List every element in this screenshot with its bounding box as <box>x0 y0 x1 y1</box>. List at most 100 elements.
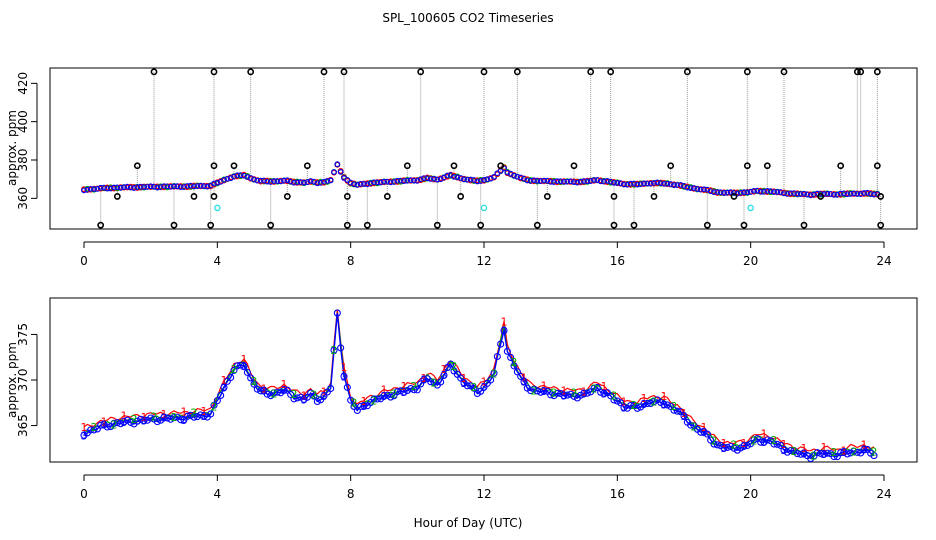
bottom-series-point <box>310 392 318 400</box>
top-series-point <box>634 181 641 188</box>
top-series-point <box>774 189 781 195</box>
bottom-series-point <box>197 411 205 419</box>
top-series-point <box>651 180 657 186</box>
top-series-point <box>464 176 471 183</box>
top-series-point <box>264 178 271 185</box>
bottom-series-marker-1: 1 <box>301 389 308 402</box>
bottom-series-marker-3: 3 <box>661 399 668 412</box>
bottom-y-tick-label: 375 <box>16 323 30 346</box>
top-series-point <box>597 178 604 185</box>
bottom-series-marker-1: 1 <box>141 411 148 424</box>
top-series-point <box>397 177 404 184</box>
top-spike-marker <box>450 162 458 170</box>
bottom-series-marker-3: 3 <box>141 415 148 428</box>
bottom-series-point <box>147 414 155 422</box>
top-spike-marker <box>817 193 825 200</box>
top-series-point <box>184 183 191 189</box>
bottom-series-point <box>687 421 695 429</box>
bottom-series-marker-3: 3 <box>281 384 288 397</box>
bottom-series-marker-3: 3 <box>621 401 628 414</box>
top-series-point <box>367 180 374 187</box>
bottom-series-point <box>290 395 298 403</box>
top-series-point <box>824 190 831 197</box>
top-series-point <box>671 182 677 188</box>
bottom-series-point <box>417 380 425 388</box>
bottom-series-marker-2: 2 <box>271 387 278 400</box>
top-series-point <box>317 179 324 186</box>
top-series-point <box>97 184 104 191</box>
bottom-series-marker-3: 3 <box>381 390 388 403</box>
bottom-series-point <box>163 414 171 422</box>
top-spike-marker <box>457 193 465 200</box>
top-series-point <box>431 175 437 182</box>
bottom-series-marker-1: 1 <box>781 438 788 451</box>
bottom-series-marker-1: 1 <box>541 379 548 392</box>
bottom-series-point <box>247 374 255 382</box>
top-series-point <box>204 183 211 190</box>
bottom-y-tick-label: 365 <box>16 414 30 437</box>
top-series-point <box>221 177 227 183</box>
bottom-series-marker-3: 3 <box>101 419 108 432</box>
bottom-series-marker-1: 1 <box>641 392 648 405</box>
top-spike-marker <box>383 193 391 200</box>
bottom-series-marker-2: 2 <box>731 439 738 452</box>
top-series-point <box>357 180 364 187</box>
bottom-series-point <box>750 436 758 444</box>
top-plot-frame <box>49 67 918 230</box>
bottom-series-point <box>553 389 561 397</box>
top-series-point <box>94 185 101 192</box>
bottom-series-point <box>160 413 168 421</box>
top-series-point <box>631 180 637 187</box>
top-spike-marker <box>730 193 738 200</box>
top-series-point <box>657 180 664 187</box>
top-spike-marker <box>343 193 351 200</box>
top-series-point <box>771 189 777 195</box>
bottom-series-point <box>743 441 751 450</box>
bottom-series-marker-2: 2 <box>331 344 338 357</box>
top-series-point <box>834 191 841 198</box>
top-series-point <box>377 179 384 186</box>
bottom-series-marker-1: 1 <box>281 378 288 391</box>
bottom-series-marker-2: 2 <box>711 434 718 447</box>
top-series-point <box>637 181 644 188</box>
top-spike-marker <box>607 68 615 76</box>
bottom-series-marker-2: 2 <box>631 399 638 412</box>
bottom-series-marker-2: 2 <box>111 419 118 432</box>
bottom-series-marker-2: 2 <box>671 400 678 413</box>
bottom-series-marker-3: 3 <box>261 385 268 398</box>
bottom-series-point <box>563 391 571 399</box>
top-series-point <box>697 186 704 193</box>
top-series-point <box>241 172 247 179</box>
top-series-point <box>457 175 464 181</box>
top-series-point <box>304 179 311 186</box>
top-series-point <box>161 183 167 190</box>
top-series-point <box>794 191 801 197</box>
top-spike-marker <box>667 162 675 170</box>
top-spike-marker <box>363 221 371 229</box>
bottom-series-point <box>487 376 495 384</box>
bottom-series-point <box>493 352 501 361</box>
bottom-series-point <box>547 391 555 399</box>
top-series-point <box>744 189 751 196</box>
bottom-series-marker-3: 3 <box>221 381 228 394</box>
bottom-series-point <box>380 392 388 400</box>
bottom-series-point <box>620 403 628 412</box>
bottom-series-point <box>663 401 671 409</box>
bottom-series-point <box>677 408 685 416</box>
top-x-tick-label: 8 <box>347 254 355 268</box>
top-spike-marker <box>570 162 578 170</box>
top-series-point <box>91 186 97 192</box>
bottom-series-marker-3: 3 <box>861 444 868 457</box>
bottom-series-point <box>787 447 795 455</box>
bottom-series-point <box>257 387 265 395</box>
top-spike-marker <box>497 162 505 170</box>
bottom-series-marker-1: 1 <box>701 421 708 434</box>
bottom-series-marker-1: 1 <box>161 408 168 421</box>
top-series-point <box>644 180 651 187</box>
top-series-point <box>117 184 124 191</box>
top-series-point <box>797 191 804 198</box>
bottom-series-marker-1: 1 <box>741 437 748 450</box>
bottom-series-point <box>137 415 145 423</box>
bottom-series-point <box>410 386 418 394</box>
bottom-series-marker-2: 2 <box>211 401 218 414</box>
